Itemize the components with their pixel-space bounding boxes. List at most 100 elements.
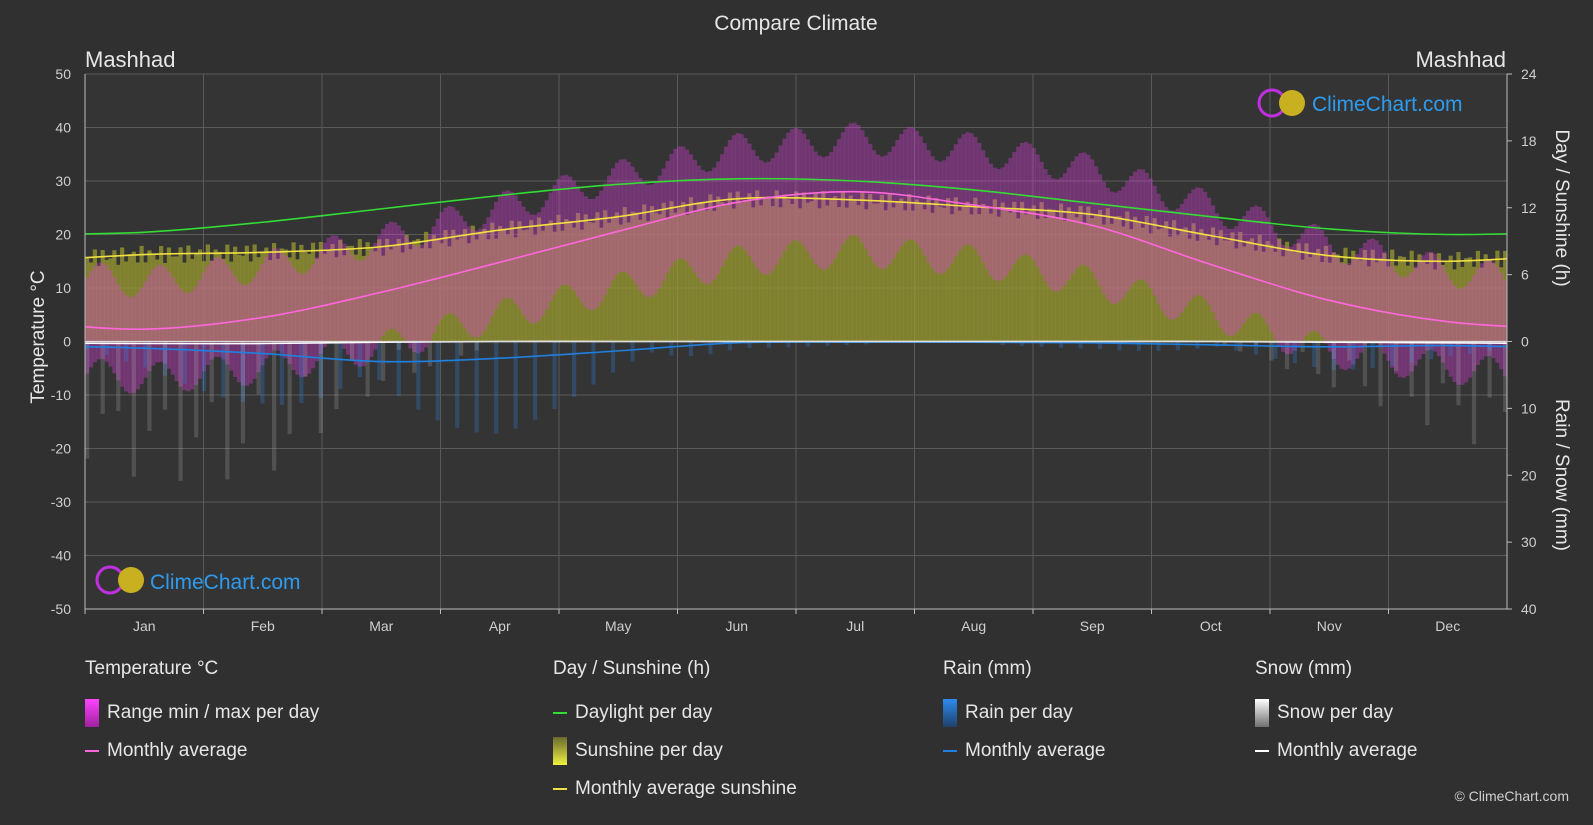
temp-range-day-bar [1094,166,1099,279]
x-tick-label: Aug [961,618,986,634]
temp-range-day-bar [996,168,1001,282]
temp-range-day-bar [342,243,347,349]
temp-range-day-bar [1132,171,1138,283]
sunshine-day-bar [571,227,577,342]
sunshine-day-bar [821,191,826,342]
temp-range-day-bar [159,264,164,362]
temp-range-day-bar [755,155,760,269]
temp-range-day-bar [720,154,725,267]
temp-range-day-bar [1160,201,1165,311]
temp-range-day-bar [1242,216,1247,324]
temp-range-day-bar [583,196,588,308]
sunshine-day-bar [443,230,448,342]
rain-day-bar [123,341,129,362]
temp-range-day-bar [1499,272,1504,370]
sunshine-day-bar [1105,208,1110,342]
y-right-bottom-tick-label: 20 [1521,467,1537,483]
snow-day-bar [474,341,479,351]
temp-range-day-bar [1448,280,1453,377]
rain-day-bar [1097,341,1103,350]
sunshine-day-bar [992,199,997,342]
sunshine-day-bar [1355,258,1360,342]
rain-day-bar [201,341,207,392]
temp-range-day-bar [85,277,90,374]
legend-header: Day / Sunshine (h) [553,658,711,679]
rain-day-bar [571,341,577,398]
sunshine-day-bar [478,231,483,342]
temp-range-day-bar [236,281,242,383]
sunshine-day-bar [953,197,958,342]
sunshine-day-bar [1027,210,1033,342]
temp-range-day-bar [377,235,382,343]
sunshine-day-bar [684,214,690,342]
sunshine-day-bar [88,262,94,342]
sunshine-day-bar [96,266,101,342]
temp-range-day-bar [1175,208,1181,318]
sunshine-day-bar [279,248,284,342]
temp-range-day-bar [166,271,172,369]
sunshine-day-bar [957,210,962,342]
rain-day-bar [1273,341,1278,359]
temp-range-day-bar [1468,281,1473,378]
temp-range-day-bar [883,155,888,268]
temp-range-day-bar [1429,251,1434,350]
sunshine-day-bar [1281,256,1286,342]
temp-range-day-bar [630,166,635,279]
rain-day-bar [1117,341,1122,351]
temp-range-day-bar [221,259,226,360]
temp-range-day-bar [1269,224,1274,332]
x-tick-label: Apr [489,618,511,634]
temp-range-day-bar [552,185,557,295]
sunshine-day-bar [509,220,514,342]
temp-range-day-bar [907,127,912,240]
temp-range-day-bar [225,264,230,365]
temp-range-day-bar [938,161,943,275]
snow-day-bar [1456,341,1461,406]
temp-range-day-bar [513,195,518,304]
temp-range-day-bar [127,297,133,394]
temp-range-day-bar [1000,167,1005,280]
sunshine-day-bar [938,206,943,342]
sunshine-day-bar [969,214,974,342]
temp-range-day-bar [797,129,803,242]
sunshine-day-bar [190,258,195,342]
temp-range-day-bar [556,179,561,289]
y-right-bottom-tick-label: 30 [1521,534,1537,550]
sunshine-day-bar [447,246,452,342]
rain-day-bar [1000,341,1005,346]
sunshine-day-bar [381,255,386,342]
rain-day-bar [610,341,616,373]
temp-range-day-bar [903,129,908,242]
sunshine-swatch [553,737,567,765]
rain-day-bar [649,341,655,353]
temp-range-day-bar [1156,193,1161,304]
temp-range-day-bar [1491,261,1496,359]
temp-range-day-bar [544,200,549,310]
sunshine-day-bar [474,239,479,342]
temp-range-day-bar [610,168,616,281]
x-tick-label: Nov [1317,618,1342,634]
sunshine-day-bar [536,217,542,342]
temp-range-day-bar [568,176,573,287]
sunshine-day-bar [704,210,709,342]
temp-range-day-bar [478,228,483,336]
temp-range-day-bar [579,191,584,303]
temp-range-day-bar [688,154,694,267]
rain-day-bar [1351,341,1356,370]
temp-range-day-bar [871,150,877,263]
sunshine-day-bar [871,203,877,342]
sunshine-day-bar [1245,240,1251,342]
sunshine-day-bar [626,222,631,342]
snow-day-bar [1331,341,1336,388]
sunshine-day-bar [295,259,300,342]
watermark-bottom: ClimeChart.com [95,565,301,595]
temp-range-day-bar [953,144,958,257]
snow-day-bar [365,341,370,397]
temp-range-day-bar [361,259,366,367]
sunshine-day-bar [661,202,666,342]
sunshine-day-bar [455,239,460,342]
sunshine-day-bar [864,209,869,342]
sunshine-day-bar [1277,238,1282,342]
temp-range-day-bar [794,127,799,241]
sunshine-day-bar [552,231,557,342]
